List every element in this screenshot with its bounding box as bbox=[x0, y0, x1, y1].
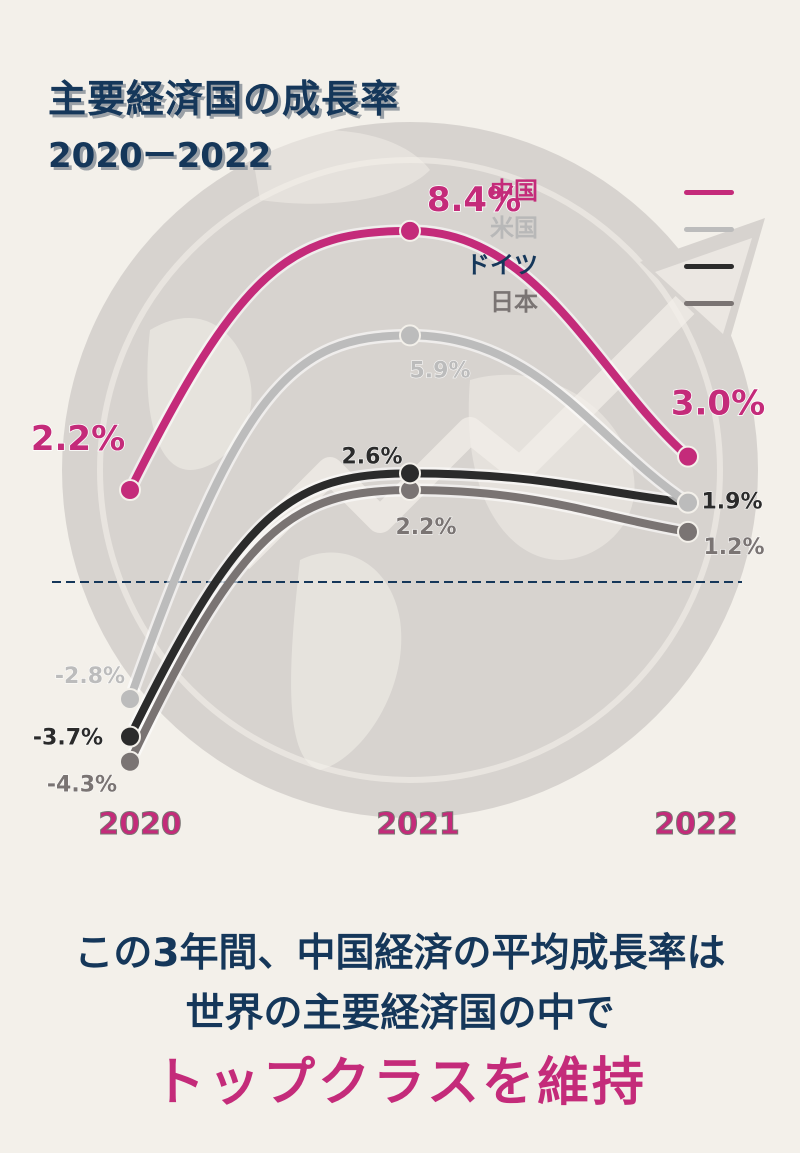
data-label-germany-2022: 1.9% bbox=[701, 490, 762, 515]
caption-highlight: トップクラスを維持 bbox=[153, 1053, 647, 1113]
legend-label-japan: 日本 bbox=[490, 288, 538, 316]
legend-swatch-japan bbox=[684, 301, 734, 306]
data-point-germany-2020 bbox=[119, 725, 141, 748]
x-tick-label-2020: 2020 bbox=[98, 807, 182, 842]
series-line-germany bbox=[126, 469, 692, 741]
data-label-china-2020: 2.2% bbox=[31, 419, 125, 459]
x-tick-label-2021: 2021 bbox=[376, 807, 460, 842]
series-line-us bbox=[126, 331, 692, 704]
chart-subtitle: 2020ー2022 bbox=[48, 136, 272, 176]
legend-swatch-germany bbox=[684, 264, 734, 269]
chart-title: 主要経済国の成長率 bbox=[48, 77, 400, 121]
data-point-china-2021 bbox=[399, 219, 421, 242]
data-label-japan-2020: -4.3% bbox=[47, 773, 117, 798]
data-point-us-2020 bbox=[119, 688, 141, 711]
legend-label-germany: ドイツ bbox=[466, 251, 538, 279]
data-point-us-2022 bbox=[677, 491, 699, 514]
data-label-germany-2021: 2.6% bbox=[341, 444, 402, 469]
data-label-china-2022: 3.0% bbox=[671, 384, 765, 424]
data-point-japan-2022 bbox=[677, 520, 699, 543]
series-line-japan bbox=[126, 486, 692, 766]
data-point-japan-2020 bbox=[119, 750, 141, 773]
legend-swatch-us bbox=[684, 227, 734, 232]
legend-label-us: 米国 bbox=[490, 214, 538, 242]
caption-line-2: 世界の主要経済国の中で bbox=[185, 991, 615, 1036]
data-label-germany-2020: -3.7% bbox=[33, 726, 103, 751]
data-point-china-2020 bbox=[119, 479, 141, 502]
data-point-us-2021 bbox=[399, 324, 421, 347]
data-point-china-2022 bbox=[677, 445, 699, 468]
caption-line-1: この3年間、中国経済の平均成長率は bbox=[74, 931, 726, 976]
data-label-china-2021: 8.4% bbox=[427, 180, 521, 220]
legend-swatch-china bbox=[684, 190, 734, 195]
data-label-us-2021: 5.9% bbox=[409, 358, 470, 383]
x-tick-label-2022: 2022 bbox=[654, 807, 738, 842]
legend-label-china: 中国 bbox=[490, 177, 538, 205]
data-label-japan-2021: 2.2% bbox=[395, 515, 456, 540]
data-label-japan-2022: 1.2% bbox=[703, 535, 764, 560]
data-label-us-2020: -2.8% bbox=[55, 664, 125, 689]
data-point-germany-2021 bbox=[399, 462, 421, 485]
